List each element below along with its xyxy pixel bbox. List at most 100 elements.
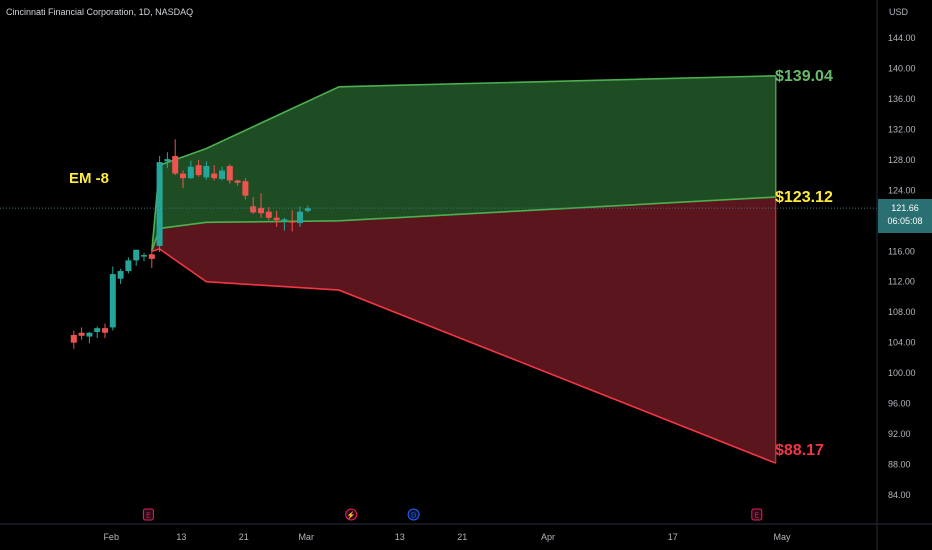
candle: [172, 139, 179, 176]
x-tick-label: Mar: [298, 532, 314, 542]
candle-body: [125, 260, 132, 272]
candle: [117, 268, 124, 285]
candle: [78, 327, 85, 340]
y-tick-label: 112.00: [888, 277, 915, 287]
candle: [180, 170, 186, 189]
x-tick-label: Apr: [541, 532, 555, 542]
currency-label: USD: [889, 7, 909, 17]
candle: [148, 251, 155, 269]
y-tick-label: 96.00: [888, 399, 911, 409]
y-tick-label: 88.00: [888, 459, 911, 469]
event-markers[interactable]: E ⚡ D E: [142, 508, 763, 521]
candle: [304, 205, 311, 213]
candle: [70, 330, 77, 349]
x-tick-label: May: [773, 532, 791, 542]
candle: [125, 257, 132, 274]
candle-body: [234, 180, 241, 183]
split-icon: [345, 508, 358, 521]
y-tick-label: 100.00: [888, 368, 916, 378]
candle-body: [203, 165, 210, 178]
candle-body: [156, 162, 163, 246]
candle-body: [273, 217, 280, 221]
lower-move-area: [151, 197, 776, 464]
chart-overlay: EM -8 $139.04 $123.12 $88.17: [0, 68, 877, 459]
candle: [211, 165, 218, 181]
candle: [226, 164, 233, 184]
mid-target-label: $123.12: [775, 189, 833, 206]
event-marker-earnings[interactable]: E: [142, 508, 154, 521]
price-axis[interactable]: 84.00 88.00 92.00 96.00 100.00 104.00 108.00 11…: [888, 33, 916, 500]
y-tick-label: 128.00: [888, 155, 916, 165]
candle: [109, 266, 116, 331]
candle: [250, 197, 257, 214]
candle: [297, 206, 303, 227]
candle-body: [117, 271, 124, 279]
upper-target-label: $139.04: [775, 68, 833, 85]
candle-body: [226, 165, 233, 181]
candle: [281, 217, 288, 231]
candle-body: [250, 206, 257, 213]
candle-body: [78, 332, 85, 336]
lower-band-line: [151, 248, 777, 464]
candle: [203, 161, 210, 180]
event-marker-split[interactable]: ⚡: [345, 508, 358, 521]
event-marker-dividend[interactable]: D: [407, 508, 420, 521]
y-tick-label: 84.00: [888, 490, 911, 500]
candle: [258, 193, 264, 218]
candle-body: [265, 211, 272, 218]
candle-body: [258, 207, 264, 214]
x-tick-label: Feb: [103, 532, 119, 542]
chart-title: Cincinnati Financial Corporation, 1D, NA…: [6, 7, 194, 17]
y-tick-label: 104.00: [888, 338, 916, 348]
event-marker-letter: D: [411, 513, 416, 520]
candle-body: [304, 208, 311, 211]
candle-body: [141, 255, 147, 257]
candle: [164, 152, 171, 169]
candle: [156, 156, 163, 253]
y-tick-label: 92.00: [888, 429, 911, 439]
event-marker-letter: E: [754, 513, 759, 520]
y-tick-label: 132.00: [888, 124, 916, 134]
event-marker-earnings[interactable]: E: [751, 508, 763, 521]
candle-body: [133, 249, 140, 261]
time-axis[interactable]: Feb 13 21 Mar 13 21 Apr 17 May: [103, 532, 791, 542]
candle-body: [70, 335, 77, 343]
candle: [219, 166, 225, 181]
candle-body: [289, 221, 296, 223]
dividend-icon: [407, 508, 420, 521]
candle: [195, 159, 202, 177]
candle: [102, 323, 108, 339]
candle-body: [109, 274, 116, 328]
y-tick-label: 108.00: [888, 307, 916, 317]
event-marker-letter: ⚡: [347, 511, 356, 520]
candle-body: [94, 328, 101, 332]
candle: [141, 252, 147, 262]
candle-body: [164, 159, 171, 162]
lower-target-label: $88.17: [775, 442, 824, 459]
candle-body: [187, 166, 194, 179]
bar-countdown: 06:05:08: [887, 216, 923, 226]
earnings-icon: [751, 508, 763, 521]
candle-body: [86, 332, 93, 337]
candle: [265, 207, 272, 221]
last-price-value: 121.66: [891, 203, 919, 213]
candle-body: [172, 156, 179, 174]
em-label: EM -8: [69, 170, 109, 187]
y-tick-label: 124.00: [888, 185, 916, 195]
x-tick-label: 13: [395, 532, 405, 542]
x-tick-label: 13: [176, 532, 186, 542]
candle-body: [219, 170, 225, 179]
candle-body: [148, 254, 155, 259]
candle-body: [102, 328, 108, 333]
event-marker-letter: E: [146, 513, 151, 520]
candle: [86, 331, 93, 344]
x-tick-label: 17: [668, 532, 678, 542]
expected-move-bands: [151, 75, 777, 464]
candle-body: [297, 211, 303, 224]
candle-body: [195, 165, 202, 176]
y-tick-label: 144.00: [888, 33, 916, 43]
candle: [289, 210, 296, 232]
candlesticks: [70, 139, 311, 349]
